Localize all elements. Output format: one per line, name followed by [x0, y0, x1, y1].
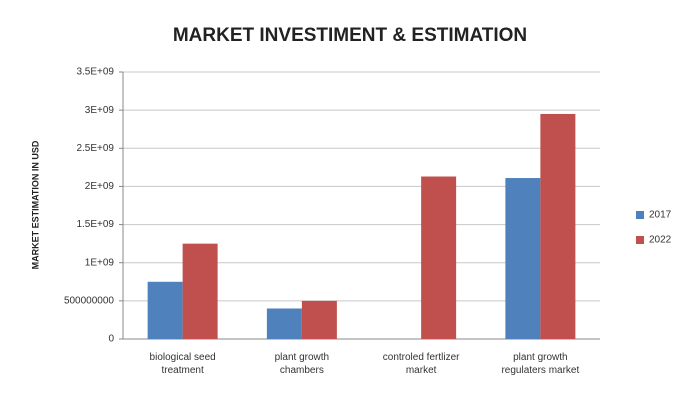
bar	[182, 243, 218, 339]
x-tick-label: biological seed treatment	[149, 352, 216, 376]
y-tick-label: 3E+09	[85, 105, 115, 116]
x-tick-label-box: biological seed treatment	[149, 352, 216, 376]
chart-title: MARKET INVESTIMENT & ESTIMATION	[173, 25, 527, 46]
x-tick-label: plant growth regulaters market	[501, 352, 580, 376]
y-tick-label: 2E+09	[85, 181, 115, 192]
bar	[505, 178, 541, 339]
y-tick-label: 1E+09	[85, 257, 115, 268]
x-tick-label-box: plant growth regulaters market	[501, 352, 580, 376]
x-tick-label: plant growth chambers	[274, 352, 330, 376]
bar	[421, 176, 457, 339]
bar	[540, 113, 576, 339]
legend-swatch	[636, 236, 644, 244]
y-tick-label: 500000000	[64, 295, 114, 306]
legend-swatch	[636, 211, 644, 219]
x-tick-label: controled fertlizer market	[382, 352, 460, 376]
x-tick-label-box: controled fertlizer market	[382, 352, 460, 376]
x-tick-label-box: plant growth chambers	[274, 352, 330, 376]
y-tick-label: 1.5E+09	[76, 219, 114, 230]
legend-label: 2017	[649, 210, 672, 221]
y-axis-label: MARKET ESTIMATION IN USD	[30, 140, 40, 269]
y-tick-label: 3.5E+09	[76, 67, 114, 78]
y-tick-label: 2.5E+09	[76, 143, 114, 154]
bar	[147, 281, 183, 339]
bar	[301, 300, 337, 339]
y-tick-label: 0	[108, 334, 114, 345]
legend-label: 2022	[649, 235, 672, 246]
bar	[266, 308, 302, 339]
